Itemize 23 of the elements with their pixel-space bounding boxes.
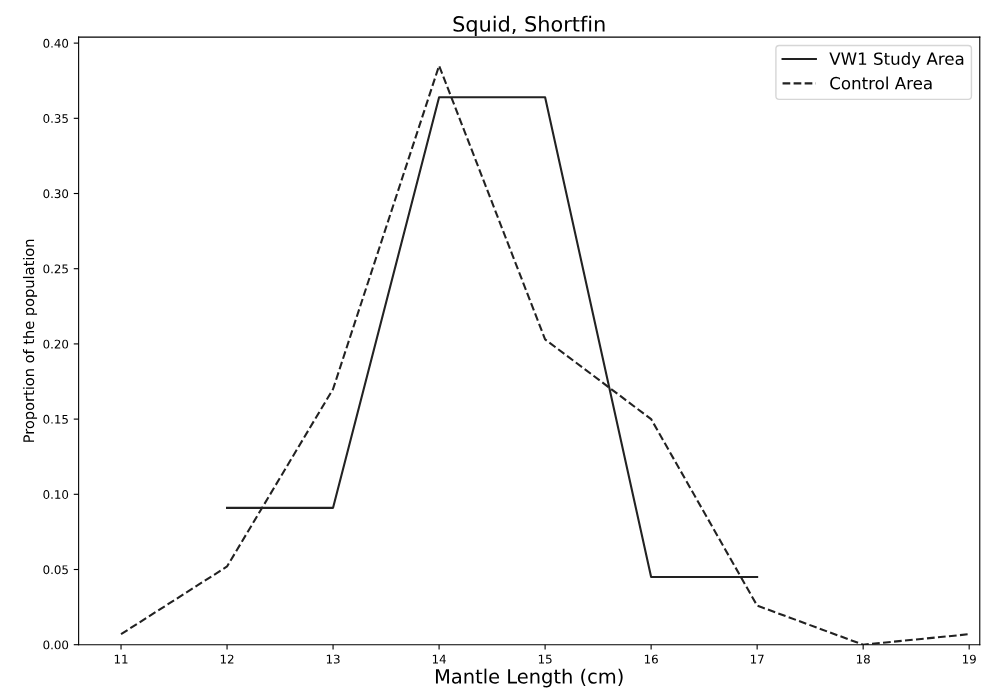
x-tick-label: 15 [538, 654, 552, 664]
legend-label: Control Area [830, 76, 932, 90]
x-tick-label: 12 [220, 654, 234, 664]
y-tick-label: 0.25 [43, 264, 68, 274]
y-axis-title: Proportion of the population [22, 239, 38, 442]
legend-label: VW1 Study Area [829, 52, 964, 69]
y-tick-label: 0.30 [43, 189, 69, 199]
x-tick-label: 17 [750, 654, 764, 664]
x-tick-label: 16 [644, 654, 658, 664]
y-tick-label: 0.10 [43, 490, 69, 499]
x-tick-label: 18 [856, 654, 870, 664]
y-tick-label: 0.35 [43, 114, 68, 123]
y-tick-label: 0.40 [43, 38, 69, 48]
y-tick-label: 0.15 [43, 414, 68, 424]
x-axis-title: Mantle Length (cm) [435, 668, 623, 688]
y-tick-label: 0.00 [43, 640, 69, 650]
y-tick-label: 0.20 [43, 339, 69, 349]
x-tick-label: 13 [326, 654, 340, 664]
chart-title: Squid, Shortfin [453, 15, 605, 36]
x-tick-label: 11 [114, 654, 128, 664]
x-tick-label: 19 [962, 654, 976, 664]
y-tick-label: 0.05 [43, 565, 68, 575]
x-tick-label: 14 [432, 654, 446, 664]
